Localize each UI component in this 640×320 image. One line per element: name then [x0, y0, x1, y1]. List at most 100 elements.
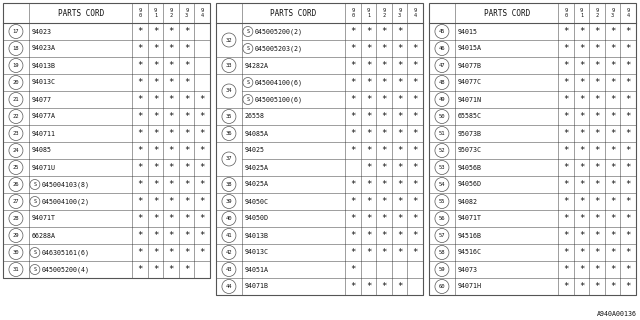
Text: *: *	[579, 248, 584, 257]
Text: 21: 21	[13, 97, 19, 102]
Circle shape	[30, 196, 40, 206]
Circle shape	[243, 44, 253, 53]
Text: 36: 36	[226, 131, 232, 136]
Text: *: *	[563, 197, 569, 206]
Circle shape	[435, 212, 449, 226]
Text: *: *	[184, 44, 189, 53]
Text: *: *	[381, 231, 387, 240]
Text: *: *	[595, 129, 600, 138]
Text: *: *	[413, 231, 418, 240]
Text: *: *	[579, 265, 584, 274]
Text: *: *	[351, 95, 356, 104]
Text: 95073B: 95073B	[458, 131, 482, 137]
Text: *: *	[610, 282, 616, 291]
Text: *: *	[595, 146, 600, 155]
Circle shape	[435, 279, 449, 293]
Text: *: *	[381, 129, 387, 138]
Text: *: *	[366, 112, 371, 121]
Text: *: *	[413, 248, 418, 257]
Text: *: *	[595, 282, 600, 291]
Text: 94056B: 94056B	[458, 164, 482, 171]
Text: *: *	[138, 265, 143, 274]
Text: 94023A: 94023A	[32, 45, 56, 52]
Circle shape	[30, 265, 40, 275]
Circle shape	[435, 262, 449, 276]
Text: *: *	[563, 146, 569, 155]
Text: *: *	[351, 129, 356, 138]
Circle shape	[9, 76, 23, 90]
Text: *: *	[381, 214, 387, 223]
Text: 94025A: 94025A	[245, 181, 269, 188]
Text: 35: 35	[226, 114, 232, 119]
Text: *: *	[625, 214, 631, 223]
Text: *: *	[168, 129, 174, 138]
Text: 9
0: 9 0	[351, 8, 355, 18]
Text: *: *	[397, 163, 403, 172]
Text: *: *	[200, 112, 205, 121]
Text: *: *	[563, 61, 569, 70]
Circle shape	[435, 126, 449, 140]
Text: *: *	[138, 95, 143, 104]
Text: *: *	[397, 231, 403, 240]
Text: *: *	[595, 61, 600, 70]
Text: 046305161(6): 046305161(6)	[42, 249, 90, 256]
Text: 60: 60	[438, 284, 445, 289]
Text: *: *	[563, 248, 569, 257]
Text: S: S	[33, 250, 36, 255]
Text: *: *	[413, 180, 418, 189]
Text: *: *	[168, 44, 174, 53]
Text: *: *	[138, 27, 143, 36]
Text: *: *	[610, 129, 616, 138]
Circle shape	[435, 161, 449, 174]
Text: *: *	[153, 27, 158, 36]
Text: *: *	[381, 61, 387, 70]
Text: 9
1: 9 1	[367, 8, 370, 18]
Text: 65585C: 65585C	[458, 114, 482, 119]
Text: *: *	[366, 180, 371, 189]
Text: *: *	[168, 163, 174, 172]
Text: *: *	[381, 282, 387, 291]
Text: *: *	[351, 61, 356, 70]
Circle shape	[435, 109, 449, 124]
Circle shape	[222, 59, 236, 73]
Circle shape	[435, 76, 449, 90]
Text: 66288A: 66288A	[32, 233, 56, 238]
Text: *: *	[138, 129, 143, 138]
Text: *: *	[579, 44, 584, 53]
Text: 37: 37	[226, 156, 232, 162]
Text: 940711: 940711	[32, 131, 56, 137]
Text: 045005200(4): 045005200(4)	[42, 266, 90, 273]
Text: 94050D: 94050D	[245, 215, 269, 221]
Text: 56: 56	[438, 216, 445, 221]
Text: 94085: 94085	[32, 148, 52, 154]
Circle shape	[435, 178, 449, 191]
Text: *: *	[595, 214, 600, 223]
Text: *: *	[397, 61, 403, 70]
Circle shape	[9, 245, 23, 260]
Text: 94516C: 94516C	[458, 250, 482, 255]
Text: *: *	[168, 27, 174, 36]
Circle shape	[435, 25, 449, 38]
Text: *: *	[184, 197, 189, 206]
Text: *: *	[153, 180, 158, 189]
Text: *: *	[610, 248, 616, 257]
Text: *: *	[563, 27, 569, 36]
Text: 94056D: 94056D	[458, 181, 482, 188]
Circle shape	[9, 195, 23, 209]
Text: 33: 33	[226, 63, 232, 68]
Text: *: *	[610, 61, 616, 70]
Text: *: *	[381, 95, 387, 104]
Text: 26558: 26558	[245, 114, 265, 119]
Circle shape	[9, 228, 23, 243]
Text: *: *	[168, 95, 174, 104]
Text: *: *	[184, 248, 189, 257]
Text: *: *	[579, 231, 584, 240]
Text: *: *	[200, 231, 205, 240]
Bar	[429, 3, 636, 295]
Text: *: *	[351, 78, 356, 87]
Text: *: *	[625, 44, 631, 53]
Text: *: *	[413, 146, 418, 155]
Text: 045005100(6): 045005100(6)	[255, 96, 303, 103]
Circle shape	[222, 178, 236, 191]
Text: *: *	[381, 27, 387, 36]
